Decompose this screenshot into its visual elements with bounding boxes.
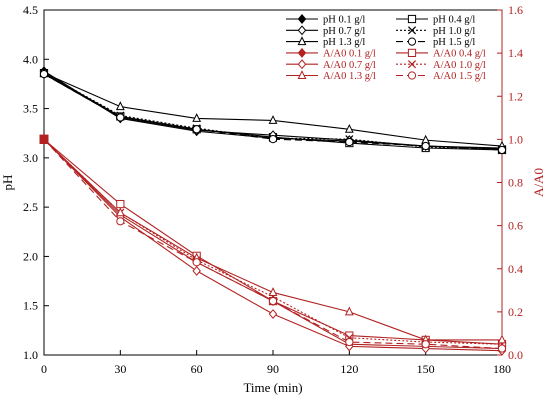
y-tick-label-left: 1.5 xyxy=(23,299,38,313)
data-point xyxy=(39,69,49,79)
data-point xyxy=(345,137,354,147)
y-tick-label-left: 1.0 xyxy=(23,348,38,362)
y-tick-label-right: 1.6 xyxy=(508,3,523,17)
legend-swatch-marker xyxy=(297,47,307,58)
x-tick-label: 30 xyxy=(114,362,126,376)
legend: pH 0.1 g/l pH 0.4 g/l pH 0.7 g/l pH 1.0 g/l… xyxy=(286,14,486,82)
y-tick-label-left: 3.5 xyxy=(23,102,38,116)
data-point xyxy=(116,217,125,226)
legend-item-a-a0-0-4-g-l: A/A0 0.4 g/l xyxy=(396,49,486,60)
data-point xyxy=(116,199,125,209)
y-tick-label-right: 1.2 xyxy=(508,89,523,103)
y-tick-label-left: 2.0 xyxy=(23,249,38,263)
data-point xyxy=(268,296,278,306)
data-point xyxy=(421,141,430,151)
legend-swatch-marker xyxy=(297,59,307,70)
data-point xyxy=(268,135,278,144)
data-point xyxy=(268,115,278,124)
legend-swatch-marker xyxy=(297,25,307,36)
data-point xyxy=(268,287,278,296)
legend-label: A/A0 0.7 g/l xyxy=(323,60,376,71)
series-a-a0-0-1-g-l xyxy=(39,134,507,354)
data-point xyxy=(115,207,125,217)
data-point xyxy=(344,306,354,316)
data-point xyxy=(421,340,430,349)
legend-item-ph-1-5-g-l: pH 1.5 g/l xyxy=(396,37,475,48)
legend-item-a-a0-0-7-g-l: A/A0 0.7 g/l xyxy=(286,59,376,71)
legend-label: pH 0.1 g/l xyxy=(323,15,365,26)
y-tick-label-right: 0.0 xyxy=(508,348,523,362)
y-tick-label-right: 1.0 xyxy=(508,132,523,146)
legend-label: A/A0 0.1 g/l xyxy=(323,49,376,60)
y-tick-label-right: 0.4 xyxy=(508,262,523,276)
legend-swatch-marker xyxy=(407,48,417,57)
data-point xyxy=(116,113,125,122)
data-point xyxy=(497,334,507,344)
data-point xyxy=(192,258,201,267)
legend-item-ph-0-1-g-l: pH 0.1 g/l xyxy=(286,14,365,26)
legend-swatch-marker xyxy=(407,37,417,46)
y-tick-label-left: 3.0 xyxy=(23,151,38,165)
series-a-a0-1-5-g-l xyxy=(39,134,507,353)
legend-swatch-marker xyxy=(297,36,307,46)
series-lines xyxy=(39,66,507,356)
x-tick-label: 120 xyxy=(340,362,358,376)
x-tick-label: 0 xyxy=(41,362,47,376)
legend-label: A/A0 1.5 g/l xyxy=(433,71,486,82)
data-point xyxy=(497,344,507,353)
legend-item-a-a0-0-1-g-l: A/A0 0.1 g/l xyxy=(286,47,376,60)
axes: 0 30 60 90 120 150 180 1.0 1.5 2.0 2.5 3.0 3.5 4.0 4.5… xyxy=(23,3,523,376)
data-point xyxy=(39,134,49,144)
legend-item-ph-1-3-g-l: pH 1.3 g/l xyxy=(286,36,365,48)
y-tick-label-left: 4.5 xyxy=(23,3,38,17)
x-tick-label: 90 xyxy=(267,362,279,376)
data-point xyxy=(268,309,278,319)
legend-swatch-marker xyxy=(407,71,417,80)
y-tick-label-left: 4.0 xyxy=(23,52,38,66)
y-axis-title-right: A/A0 xyxy=(531,168,546,197)
legend-swatch-marker xyxy=(407,60,417,69)
legend-label: pH 1.5 g/l xyxy=(433,37,475,48)
legend-label: pH 0.4 g/l xyxy=(433,15,475,26)
x-tick-label: 180 xyxy=(493,362,511,376)
legend-item-a-a0-1-3-g-l: A/A0 1.3 g/l xyxy=(286,70,376,82)
data-point xyxy=(345,337,354,347)
legend-item-a-a0-1-0-g-l: A/A0 1.0 g/l xyxy=(396,60,486,71)
data-point xyxy=(192,125,201,134)
data-point xyxy=(497,145,507,155)
legend-label: pH 0.7 g/l xyxy=(323,26,365,37)
x-marker-stroke xyxy=(407,60,417,69)
legend-swatch-marker xyxy=(297,14,307,24)
data-point xyxy=(115,101,125,111)
y-tick-label-right: 1.4 xyxy=(508,46,523,60)
legend-label: pH 1.3 g/l xyxy=(323,37,365,48)
data-point xyxy=(192,265,201,276)
legend-item-ph-0-4-g-l: pH 0.4 g/l xyxy=(396,15,475,26)
legend-item-a-a0-1-5-g-l: A/A0 1.5 g/l xyxy=(396,71,486,82)
legend-item-ph-1-0-g-l: pH 1.0 g/l xyxy=(396,26,475,37)
legend-swatch-marker xyxy=(297,70,307,79)
legend-label: A/A0 1.3 g/l xyxy=(323,71,376,82)
data-point xyxy=(344,123,354,133)
series-a-a0-0-7-g-l xyxy=(39,134,507,356)
y-tick-label-right: 0.2 xyxy=(508,305,523,319)
x-tick-label: 60 xyxy=(191,362,203,376)
legend-swatch-marker xyxy=(407,14,417,24)
x-axis-title: Time (min) xyxy=(243,380,302,395)
legend-label: A/A0 0.4 g/l xyxy=(433,49,486,60)
y-tick-label-left: 2.5 xyxy=(23,200,38,214)
y-tick-label-right: 0.6 xyxy=(508,219,523,233)
legend-item-ph-0-7-g-l: pH 0.7 g/l xyxy=(286,25,365,37)
data-point xyxy=(192,113,202,122)
legend-label: A/A0 1.0 g/l xyxy=(433,60,486,71)
series-ph-1-5-g-l xyxy=(39,69,507,155)
legend-label: pH 1.0 g/l xyxy=(433,26,475,37)
x-tick-label: 150 xyxy=(417,362,435,376)
x-marker-stroke xyxy=(407,26,417,35)
y-tick-label-right: 0.8 xyxy=(508,176,523,190)
legend-swatch-marker xyxy=(407,26,417,35)
y-axis-title-left: pH xyxy=(0,175,15,191)
